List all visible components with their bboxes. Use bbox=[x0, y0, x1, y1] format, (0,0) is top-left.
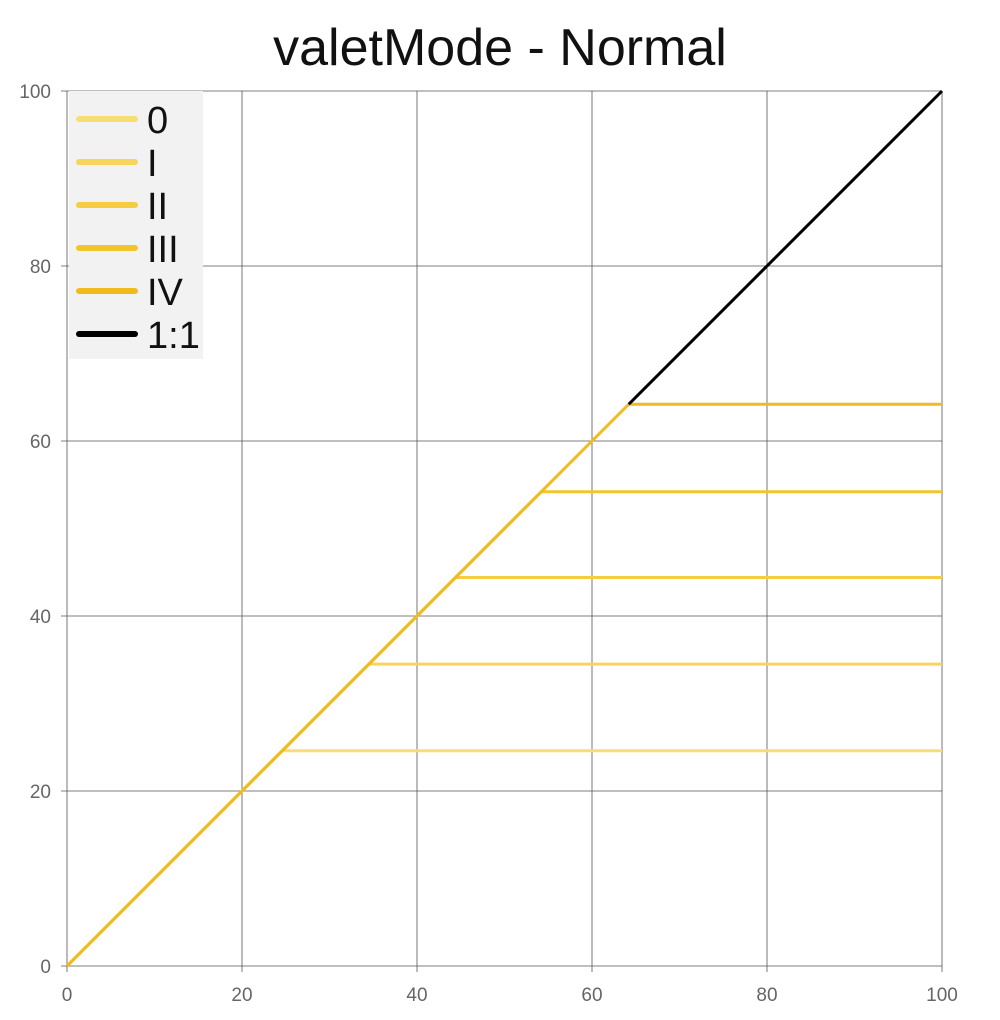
x-tick-label: 20 bbox=[231, 985, 252, 1006]
legend-label: IV bbox=[147, 272, 184, 314]
legend-label: I bbox=[147, 143, 158, 185]
series-lines bbox=[65, 89, 944, 968]
legend-label: 1:1 bbox=[147, 315, 200, 357]
series-line-II bbox=[65, 576, 942, 968]
grid-lines bbox=[61, 90, 943, 972]
x-tick-label: 100 bbox=[926, 985, 958, 1006]
series-line-III bbox=[65, 490, 942, 968]
legend-label: 0 bbox=[147, 100, 168, 142]
x-tick-label: 40 bbox=[406, 985, 427, 1006]
y-tick-label: 60 bbox=[30, 432, 51, 453]
legend-box bbox=[69, 91, 203, 359]
series-line-1-1 bbox=[627, 89, 944, 406]
chart-title: valetMode - Normal bbox=[273, 19, 727, 77]
legend-label: III bbox=[147, 229, 179, 271]
y-tick-label: 40 bbox=[30, 607, 51, 628]
y-tick-label: 0 bbox=[40, 957, 51, 978]
axis-ticks: 0 20 40 60 80 100 0 20 40 60 80 100 bbox=[19, 82, 958, 1006]
y-tick-label: 80 bbox=[30, 257, 51, 278]
legend-label: II bbox=[147, 186, 168, 228]
x-tick-label: 0 bbox=[62, 985, 73, 1006]
y-tick-label: 100 bbox=[19, 82, 51, 103]
y-tick-label: 20 bbox=[30, 782, 51, 803]
series-line-IV bbox=[65, 402, 942, 968]
x-tick-label: 60 bbox=[581, 985, 602, 1006]
series-line-0 bbox=[65, 749, 942, 968]
x-tick-label: 80 bbox=[756, 985, 777, 1006]
series-line-I bbox=[65, 662, 942, 968]
